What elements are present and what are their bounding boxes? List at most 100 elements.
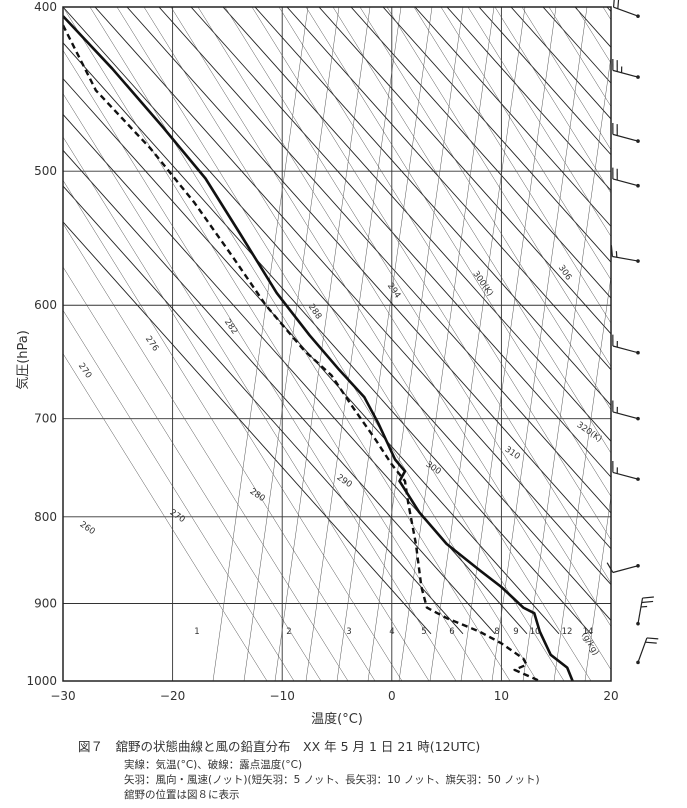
dry-adiabat-line [606, 7, 611, 13]
dry-adiabat-line [63, 149, 496, 635]
mixing-ratio-line [491, 7, 588, 681]
caption-line-2: 矢羽：風向・風速(ノット)(短矢羽：5 ノット、長矢羽：10 ノット、旗矢羽：5… [124, 774, 540, 786]
mixing-ratio-line [647, 7, 687, 681]
dry-adiabat-line [126, 7, 611, 550]
wind-barb-station [636, 660, 640, 665]
mixing-ratio-label: 14 [583, 627, 594, 637]
moist-adiabat-line [63, 93, 430, 681]
dry-adiabat-line [94, 7, 611, 586]
dry-adiabat-line [446, 7, 611, 192]
mixing-ratio-line [678, 7, 687, 681]
iso-lines [63, 7, 687, 681]
mixing-ratio-line [553, 274, 611, 681]
moist-adiabat-line [386, 7, 611, 367]
wind-barb [610, 245, 640, 263]
wind-barb-station [636, 563, 640, 568]
mixing-ratio-label: 2 [286, 627, 291, 637]
wind-barb-long-feather [612, 0, 615, 8]
mixing-ratio-label: 4 [389, 627, 394, 637]
series-lines [63, 15, 574, 681]
wind-barb-shaft [612, 565, 639, 574]
wind-barb [612, 0, 640, 18]
wind-barb [606, 562, 640, 574]
moist-adiabat-line [359, 7, 611, 411]
dry-adiabat-line [63, 42, 592, 635]
y-tick-label: 600 [34, 298, 57, 312]
y-axis-title: 気圧(hPa) [15, 330, 31, 390]
wind-barb-station [636, 416, 640, 421]
wind-barb [612, 400, 640, 421]
wind-barb-long-feather [606, 562, 614, 573]
moist-adiabat-line [63, 266, 322, 681]
caption-title: 図７ 舘野の状態曲線と風の鉛直分布 XX 年 5 月 1 日 21 時(12UT… [78, 739, 481, 754]
moist-adiabat-line [170, 7, 592, 681]
moist-adiabat-line [630, 7, 687, 681]
x-tick-label: −10 [270, 689, 295, 703]
dry-adiabat-line [254, 7, 611, 407]
mixing-ratio-line [243, 7, 340, 681]
dry-adiabat-line [414, 7, 611, 228]
moist-adiabat-line [494, 7, 611, 194]
caption-line-3: 舘野の位置は図８に表示 [124, 789, 240, 801]
dry-adiabat-line [318, 7, 611, 335]
wind-barb [612, 167, 640, 188]
mixing-ratio-label: 10 [530, 627, 541, 637]
moist-adiabat-line [657, 7, 687, 681]
dry-adiabat-line [382, 7, 611, 263]
moist-adiabat-line [251, 7, 611, 584]
dewpoint-line [63, 24, 541, 681]
moist-adiabat-line [143, 7, 565, 681]
x-tick-label: −30 [50, 689, 75, 703]
wind-barb-long-feather [645, 641, 657, 644]
dry-adiabat-line [350, 7, 611, 299]
moist-adiabat-line [305, 7, 611, 497]
moist-adiabat-line [413, 7, 611, 324]
plot-frame [62, 6, 612, 682]
y-tick-label: 700 [34, 412, 57, 426]
mixing-ratio-line [584, 494, 611, 681]
wind-barb [636, 596, 654, 626]
dry-adiabat-line [63, 185, 464, 635]
dry-adiabat-line [63, 7, 611, 622]
wind-barbs [606, 0, 659, 665]
y-tick-label: 900 [34, 596, 57, 610]
mixing-ratio-label: 8 [494, 627, 499, 637]
wind-barb-station [636, 139, 640, 143]
dry-adiabat-line [639, 7, 687, 634]
moist-adiabat-line [63, 49, 457, 681]
y-tick-label: 800 [34, 510, 57, 524]
mixing-ratio-label: 1 [194, 627, 199, 637]
moist-adiabat-line [63, 7, 484, 681]
x-tick-labels: −30 −20 −10 0 10 20 [50, 689, 618, 703]
moist-adiabat-line [63, 179, 376, 681]
mixing-ratio-line [429, 7, 526, 681]
x-tick-label: 20 [603, 689, 618, 703]
dry-adiabat-line [286, 7, 611, 371]
wind-barb-station [636, 477, 640, 481]
wind-barb [612, 58, 640, 79]
mixing-ratio-line [212, 7, 309, 681]
moist-adiabat-line [332, 7, 611, 454]
dry-adiabat-line [671, 7, 687, 634]
mixing-ratio-line [336, 7, 433, 681]
mixing-ratio-label: 9 [513, 627, 518, 637]
wind-barb-station [636, 14, 640, 18]
wind-barb-long-feather [617, 0, 620, 9]
dry-adiabat-line [222, 7, 611, 442]
mixing-ratio-line [305, 7, 402, 681]
moist-adiabat-line [63, 136, 403, 681]
wind-barb-station [636, 350, 640, 355]
wind-barb-long-feather [646, 637, 659, 640]
mixing-ratio-label: 12 [562, 627, 573, 637]
y-tick-labels: 400 500 600 700 800 900 1000 [26, 0, 57, 688]
dry-adiabat-line [63, 77, 560, 635]
x-tick-label: −20 [160, 689, 185, 703]
wind-barb-long-feather [641, 600, 654, 604]
moist-adiabat-line [197, 7, 611, 671]
wind-barb-station [636, 259, 640, 263]
wind-barb-station [636, 183, 640, 188]
x-tick-label: 0 [388, 689, 396, 703]
moist-adiabat-line [63, 223, 349, 681]
plot-background [63, 7, 611, 681]
wind-barb [612, 334, 640, 355]
